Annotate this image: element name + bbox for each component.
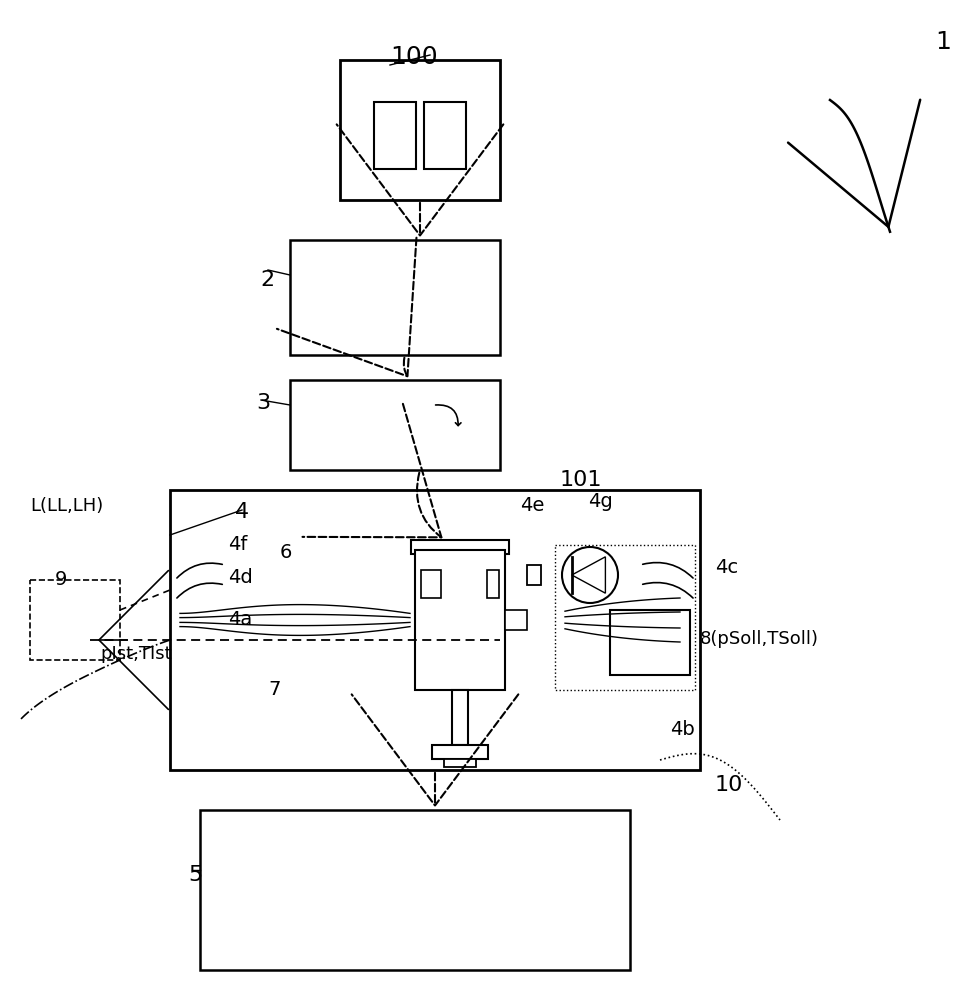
- Bar: [527, 565, 541, 585]
- Bar: [424, 102, 465, 169]
- Circle shape: [562, 547, 618, 603]
- Text: 3: 3: [256, 393, 270, 413]
- Text: 10: 10: [715, 775, 744, 795]
- Bar: [374, 102, 416, 169]
- Text: 5: 5: [188, 865, 202, 885]
- Text: 6: 6: [280, 543, 292, 562]
- Text: 4c: 4c: [715, 558, 738, 577]
- Text: 4: 4: [235, 502, 249, 522]
- Bar: [432, 745, 488, 759]
- Text: 4b: 4b: [670, 720, 694, 739]
- Text: L(LL,LH): L(LL,LH): [30, 497, 103, 515]
- Bar: [415, 550, 505, 690]
- Bar: [411, 540, 509, 554]
- Bar: [452, 690, 468, 745]
- Text: 4a: 4a: [228, 610, 252, 629]
- Text: pIst,TIst: pIst,TIst: [100, 645, 171, 663]
- Bar: [340, 60, 500, 200]
- Bar: [487, 570, 499, 598]
- Text: 101: 101: [560, 470, 602, 490]
- Bar: [290, 380, 500, 470]
- Bar: [200, 810, 630, 970]
- Bar: [30, 580, 120, 660]
- Bar: [610, 610, 690, 675]
- Bar: [555, 545, 695, 690]
- Text: 4f: 4f: [228, 535, 248, 554]
- Text: 4e: 4e: [520, 496, 544, 515]
- Bar: [170, 490, 700, 770]
- Text: 1: 1: [935, 30, 951, 54]
- Bar: [421, 570, 441, 598]
- Text: 2: 2: [260, 270, 274, 290]
- Bar: [290, 240, 500, 355]
- Text: 8(pSoll,TSoll): 8(pSoll,TSoll): [700, 630, 819, 648]
- Bar: [505, 610, 527, 630]
- Text: 9: 9: [55, 570, 68, 589]
- Text: 4d: 4d: [228, 568, 252, 587]
- Text: 7: 7: [268, 680, 280, 699]
- Text: 4g: 4g: [588, 492, 613, 511]
- Text: 100: 100: [390, 45, 438, 69]
- Bar: [444, 759, 476, 767]
- Polygon shape: [571, 557, 605, 593]
